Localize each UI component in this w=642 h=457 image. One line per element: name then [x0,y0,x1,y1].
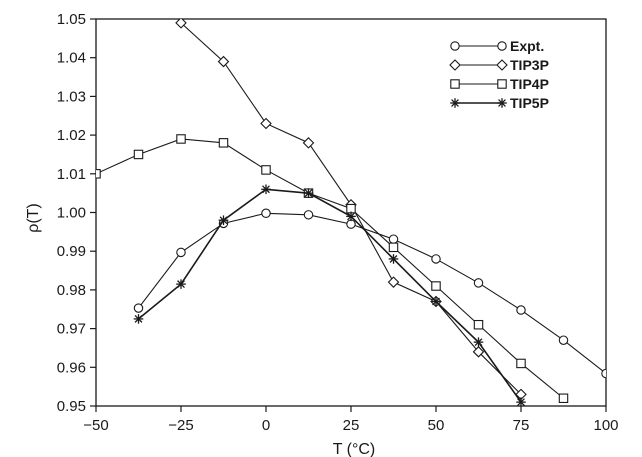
legend-marker [450,41,460,51]
star-stroke [347,212,355,221]
series-expt [133,208,606,379]
data-point [601,368,606,379]
legend-label: TIP4P [510,76,549,92]
y-tick-label: 1.05 [57,11,86,28]
data-point [176,134,186,144]
legend-marker [497,41,507,51]
data-point [96,169,101,179]
x-tick-label: 50 [428,417,445,434]
data-point [473,278,484,288]
data-point [516,358,526,369]
data-point [133,303,144,313]
star-stroke [498,99,506,107]
data-point [133,149,144,160]
data-point [346,203,356,214]
y-tick-label: 1.04 [57,50,86,67]
star-stroke [177,280,185,289]
series-line [137,188,522,403]
legend-entry: Expt. [450,38,544,54]
legend-marker [496,59,508,71]
x-tick-label: −25 [168,417,193,434]
legend-entry: TIP3P [449,57,549,73]
y-tick-label: 0.97 [57,321,86,338]
legend-label: TIP5P [510,95,549,111]
data-point [431,296,441,307]
star-stroke [474,338,483,347]
legend-entry: TIP5P [450,95,549,111]
data-point [261,208,271,219]
y-axis-title: ρ(T) [25,203,42,233]
data-point [175,19,187,29]
x-tick-label: 100 [593,417,618,434]
data-point [473,319,484,330]
legend: Expt. TIP3P TIP4P TIP5P [449,38,549,111]
data-point [516,305,526,315]
y-tick-label: 0.95 [57,398,86,415]
data-point [388,254,399,264]
star-stroke [451,99,459,107]
x-tick-label: 0 [262,417,270,434]
data-point [217,55,230,68]
x-tick-label: −50 [83,417,108,434]
y-tick-label: 1.03 [57,88,86,105]
tick-labels: −50 −25 0 25 50 75 100 0.95 0.96 0.97 0.98 0.99 1.00… [57,11,619,434]
data-point [303,188,314,198]
data-point [516,397,526,406]
star-stroke [219,216,228,225]
data-point [303,210,314,220]
data-point [387,276,400,288]
data-point [431,254,441,264]
data-point [176,279,186,289]
series-tip4p [96,134,569,404]
series-tip5p [133,184,526,406]
data-point [558,335,569,345]
data-point [473,337,484,347]
x-tick-label: 75 [513,417,530,434]
y-tick-label: 1.00 [57,205,86,222]
legend-marker [450,79,460,89]
data-point [431,281,441,291]
star-stroke [304,189,313,198]
star-stroke [262,185,270,194]
y-tick-label: 1.02 [57,127,86,144]
y-tick-label: 0.96 [57,359,86,376]
y-tick-label: 0.99 [57,243,86,260]
legend-marker [497,79,507,89]
legend-marker [497,98,507,108]
data-point [388,242,399,253]
data-point [388,234,399,244]
y-tick-label: 1.01 [57,166,86,183]
series-layer [96,19,606,406]
star-stroke [134,315,143,323]
legend-label: Expt. [510,38,544,54]
series-line [138,212,606,374]
data-point [558,393,569,404]
data-point [346,211,356,222]
legend-entry: TIP4P [450,76,549,92]
legend-marker [450,98,460,108]
data-point [218,138,229,148]
series-line [96,138,564,399]
star-stroke [432,297,440,306]
data-point [261,184,271,195]
star-stroke [517,398,525,406]
data-point [260,117,272,130]
data-point [133,314,144,324]
data-point [302,137,315,149]
x-axis-title: T (°C) [333,441,376,457]
star-stroke [389,255,398,263]
data-point [472,346,485,358]
data-point [176,247,186,258]
x-tick-label: 25 [343,417,360,434]
axes [90,18,607,412]
legend-label: TIP3P [510,57,549,73]
legend-marker [449,59,461,71]
data-point [218,215,229,226]
y-tick-label: 0.98 [57,282,86,299]
data-point [261,165,271,175]
